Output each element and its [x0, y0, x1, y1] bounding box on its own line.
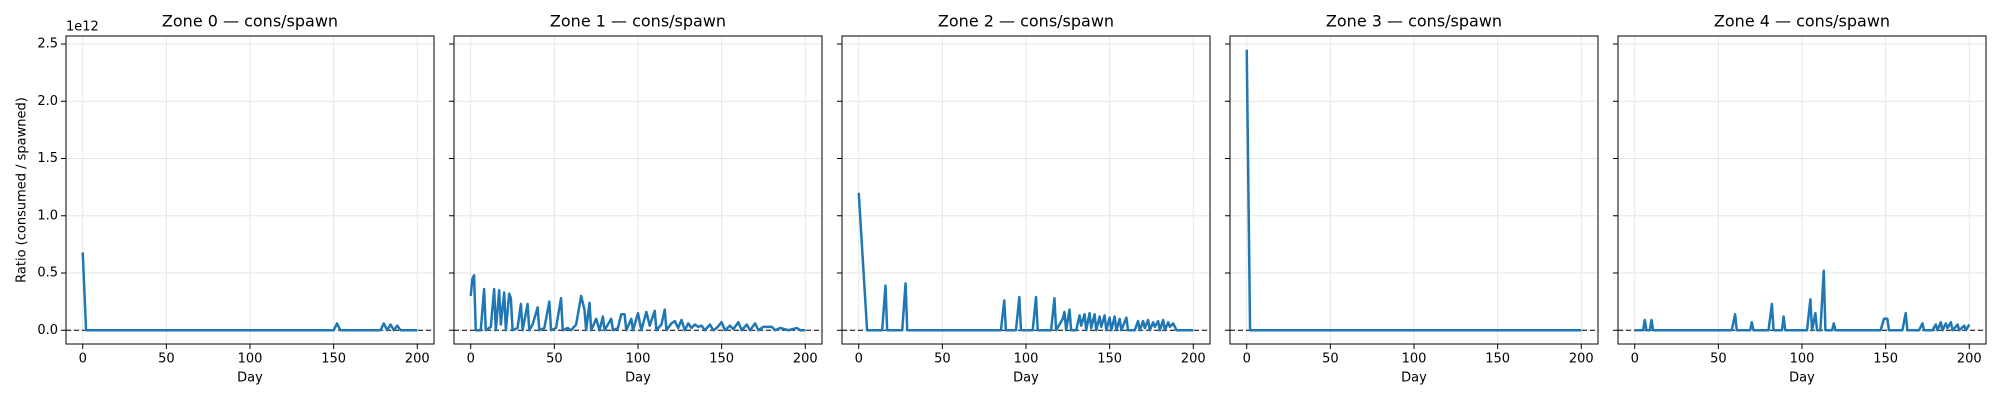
- y-tick-label: 1.5: [37, 151, 58, 166]
- x-tick-label: 0: [79, 352, 87, 367]
- x-tick-label: 0: [855, 352, 863, 367]
- x-tick-label: 0: [1631, 352, 1639, 367]
- x-tick-label: 100: [238, 352, 263, 367]
- x-tick-label: 100: [1014, 352, 1039, 367]
- x-tick-label: 50: [158, 352, 175, 367]
- data-line: [81, 252, 418, 332]
- x-tick-label: 150: [709, 352, 734, 367]
- panel-title: Zone 3 — cons/spawn: [1326, 12, 1502, 31]
- panel-title: Zone 0 — cons/spawn: [162, 12, 338, 31]
- data-line: [469, 274, 806, 332]
- y-tick-label: 0.5: [37, 266, 58, 281]
- x-tick-label: 100: [626, 352, 651, 367]
- x-tick-label: 100: [1790, 352, 1815, 367]
- axes-frame: [65, 35, 435, 345]
- x-tick-label: 200: [793, 352, 818, 367]
- axes-frame: [841, 35, 1211, 345]
- x-tick-label: 50: [934, 352, 951, 367]
- x-tick-label: 200: [405, 352, 430, 367]
- x-axis-label: Day: [237, 371, 263, 386]
- y-tick-label: 2.5: [37, 37, 58, 52]
- x-axis-label: Day: [1789, 371, 1815, 386]
- x-axis-label: Day: [1013, 371, 1039, 386]
- x-tick-label: 150: [1097, 352, 1122, 367]
- y-tick-label: 1.0: [37, 208, 58, 223]
- y-axis-label: Ratio (consumed / spawned): [15, 97, 30, 283]
- x-tick-label: 0: [467, 352, 475, 367]
- x-tick-label: 0: [1243, 352, 1251, 367]
- axes-frame: [1229, 35, 1599, 345]
- panel-title: Zone 4 — cons/spawn: [1714, 12, 1890, 31]
- x-tick-label: 200: [1957, 352, 1982, 367]
- x-tick-label: 150: [321, 352, 346, 367]
- y-offset-label: 1e12: [66, 20, 99, 35]
- data-line: [1245, 49, 1582, 332]
- axes-frame: [1617, 35, 1987, 345]
- x-tick-label: 50: [546, 352, 563, 367]
- x-tick-label: 200: [1181, 352, 1206, 367]
- data-line: [857, 192, 1194, 332]
- x-axis-label: Day: [625, 371, 651, 386]
- x-tick-label: 50: [1710, 352, 1727, 367]
- panel-title: Zone 1 — cons/spawn: [550, 12, 726, 31]
- x-tick-label: 150: [1485, 352, 1510, 367]
- data-line: [1634, 269, 1971, 332]
- x-tick-label: 200: [1569, 352, 1594, 367]
- x-tick-label: 150: [1873, 352, 1898, 367]
- x-axis-label: Day: [1401, 371, 1427, 386]
- panel-title: Zone 2 — cons/spawn: [938, 12, 1114, 31]
- axes-frame: [453, 35, 823, 345]
- y-tick-label: 0.0: [37, 323, 58, 338]
- x-tick-label: 100: [1402, 352, 1427, 367]
- y-tick-label: 2.0: [37, 94, 58, 109]
- x-tick-label: 50: [1322, 352, 1339, 367]
